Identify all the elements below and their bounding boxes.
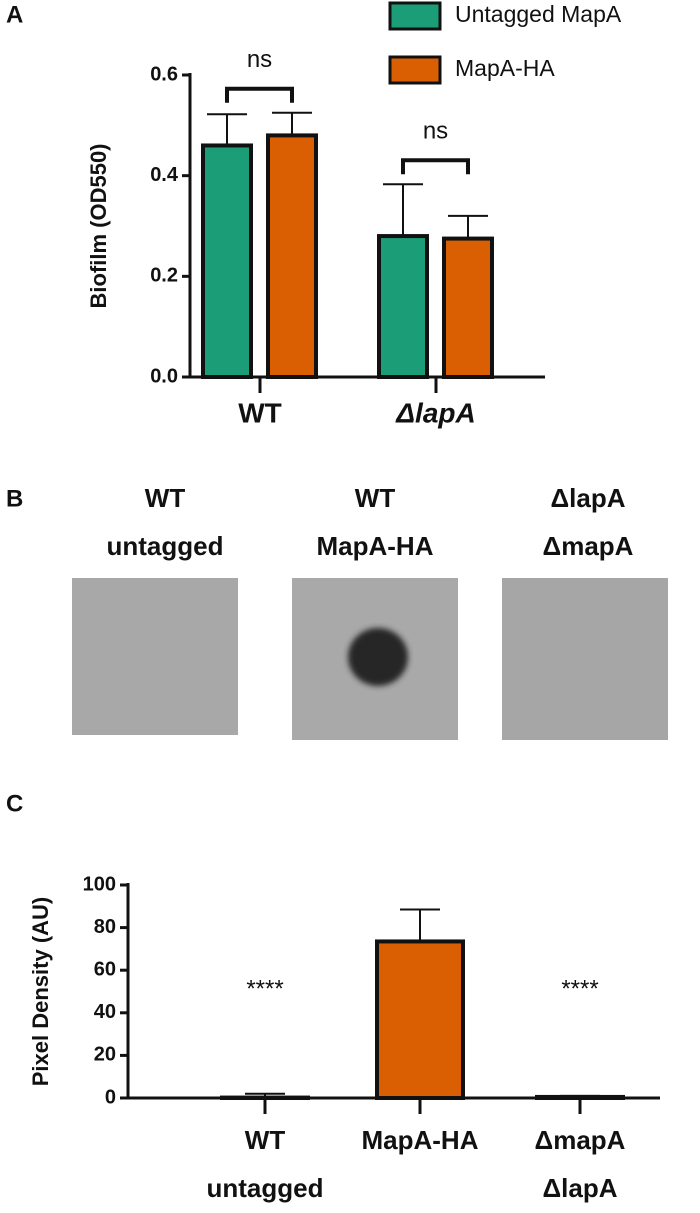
panel-label: A (6, 1, 23, 28)
panel-label: C (6, 790, 23, 817)
legend-swatch (388, 55, 442, 85)
x-tick-label: ΔlapA (395, 397, 475, 428)
bar (377, 234, 429, 379)
blot-image (72, 578, 238, 735)
significance-bracket (401, 158, 470, 175)
significance-label: ns (423, 118, 448, 145)
panel-label: B (6, 485, 23, 512)
significance-bracket (225, 86, 294, 103)
y-tick-label: 0.0 (150, 365, 178, 387)
lane-label: ΔmapA (543, 531, 634, 561)
lane-label: MapA-HA (317, 531, 434, 561)
x-tick-label: ΔmapA (535, 1125, 626, 1155)
y-tick-label: 40 (94, 1001, 116, 1023)
y-axis-label: Biofilm (OD550) (86, 143, 111, 308)
y-tick-label: 20 (94, 1044, 116, 1066)
blot-spot (348, 628, 408, 686)
lane-label: WT (145, 483, 186, 513)
x-tick-label: MapA-HA (362, 1125, 479, 1155)
lane-label: ΔlapA (550, 483, 625, 513)
significance-label: **** (246, 975, 283, 1002)
y-tick-label: 0.2 (150, 265, 178, 287)
legend-label: Untagged MapA (455, 1, 622, 27)
legend-swatch (388, 1, 442, 31)
y-axis-label: Pixel Density (AU) (28, 897, 53, 1087)
significance-label: **** (561, 975, 598, 1002)
bar (201, 143, 253, 379)
lane-label: untagged (107, 531, 224, 561)
x-tick-label: ΔlapA (542, 1173, 617, 1203)
x-tick-label: WT (238, 397, 282, 428)
bar (535, 1094, 625, 1101)
bar (266, 133, 318, 379)
lane-label: WT (355, 483, 396, 513)
y-tick-label: 0 (105, 1086, 116, 1108)
y-tick-label: 100 (83, 873, 116, 895)
x-tick-label: untagged (207, 1173, 324, 1203)
y-tick-label: 60 (94, 958, 116, 980)
x-tick-label: WT (245, 1125, 286, 1155)
bar (375, 939, 465, 1100)
blot-image (502, 578, 668, 740)
y-tick-label: 0.6 (150, 63, 178, 85)
significance-label: ns (247, 46, 272, 73)
legend-label: MapA-HA (455, 55, 555, 81)
y-tick-label: 0.4 (150, 164, 179, 186)
bar (442, 236, 494, 379)
y-tick-label: 80 (94, 916, 116, 938)
